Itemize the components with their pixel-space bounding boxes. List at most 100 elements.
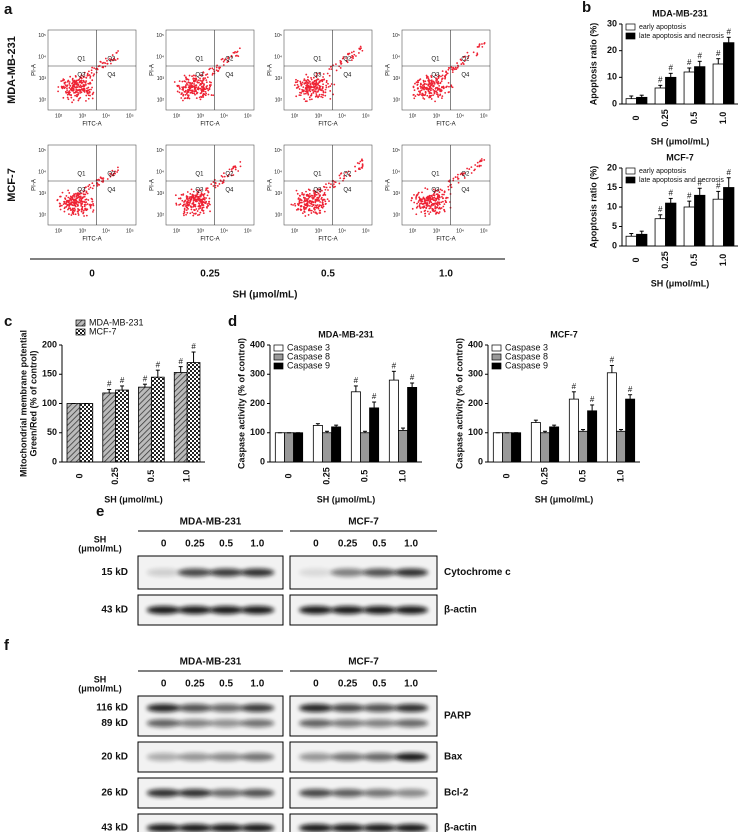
event-dot (295, 208, 298, 211)
dose-label: 0.25 (185, 539, 205, 550)
quadrant-label: Q1 (431, 56, 440, 62)
bar (312, 425, 323, 463)
event-dot (206, 187, 209, 190)
event-dot (432, 84, 434, 87)
event-dot (320, 95, 323, 98)
event-dot (317, 192, 320, 195)
event-dot (438, 194, 440, 197)
event-dot (294, 204, 297, 207)
event-dot (310, 85, 312, 88)
dose-label: 0 (313, 539, 319, 550)
event-dot (66, 204, 69, 207)
event-dot (319, 212, 322, 214)
size-label: 26 kD (101, 788, 128, 799)
event-dot (202, 71, 205, 74)
event-dot (196, 87, 199, 90)
event-dot (202, 93, 205, 96)
event-dot (201, 198, 204, 201)
size-label: 116 kD (96, 703, 128, 714)
event-dot (345, 59, 348, 62)
event-dot (305, 79, 307, 82)
event-dot (92, 184, 95, 187)
event-dot (325, 183, 327, 186)
event-dot (418, 204, 421, 207)
dose-label: 0.5 (321, 269, 335, 280)
event-dot (74, 213, 77, 216)
dose-label: 0 (161, 679, 167, 690)
quadrant-label: Q1 (313, 56, 322, 62)
y-tick-label: 10⁵ (392, 33, 400, 39)
y-tick-label: 20 (607, 45, 617, 55)
event-dot (350, 59, 353, 62)
plot-frame (283, 144, 373, 226)
event-dot (439, 81, 442, 84)
event-dot (441, 74, 444, 77)
event-dot (415, 197, 417, 200)
event-dot (461, 61, 464, 64)
y-axis-label: PI-A (386, 64, 392, 76)
event-dot (413, 193, 415, 196)
dose-label: 0.5 (372, 679, 386, 690)
event-dot (339, 177, 342, 180)
event-dot (314, 95, 317, 98)
event-dot (77, 212, 80, 215)
event-dot (437, 96, 440, 98)
bar (694, 66, 706, 105)
event-dot (80, 192, 83, 195)
event-dot (300, 83, 302, 85)
event-dot (315, 84, 318, 86)
event-dot (303, 208, 306, 211)
event-dot (303, 92, 306, 95)
event-dot (339, 59, 342, 62)
event-dot (193, 92, 196, 95)
x-tick-label: 0.25 (660, 109, 670, 127)
plot-frame (401, 29, 491, 111)
event-dot (317, 96, 319, 99)
event-dot (418, 79, 421, 82)
event-dot (320, 206, 323, 209)
group-label: MDA-MB-231 (180, 657, 242, 668)
event-dot (199, 74, 202, 77)
event-dot (438, 201, 441, 204)
event-dot (422, 196, 425, 199)
event-dot (410, 199, 413, 202)
event-dot (305, 90, 308, 93)
event-dot (347, 53, 350, 56)
event-dot (307, 82, 310, 84)
event-dot (310, 92, 313, 95)
event-dot (84, 198, 87, 201)
event-dot (189, 89, 192, 92)
bar (665, 202, 677, 247)
event-dot (303, 200, 305, 203)
event-dot (312, 91, 315, 94)
event-dot (115, 51, 118, 54)
event-dot (189, 212, 192, 215)
event-dot (457, 181, 460, 184)
quadrant-label: Q3 (431, 187, 440, 193)
x-axis-label: FITC-A (200, 237, 219, 243)
x-axis-label: FITC-A (318, 237, 337, 243)
x-tick-label: 10³ (433, 228, 441, 234)
y-tick-label: 50 (47, 427, 57, 437)
event-dot (308, 193, 311, 195)
event-dot (70, 96, 73, 99)
event-dot (187, 199, 190, 202)
event-dot (76, 197, 79, 199)
event-dot (73, 83, 76, 86)
x-tick-label: 0.5 (689, 112, 699, 125)
bar (150, 376, 165, 463)
event-dot (206, 76, 209, 79)
event-dot (80, 204, 83, 207)
band (362, 824, 397, 832)
event-dot (314, 211, 317, 214)
event-dot (434, 189, 437, 192)
event-dot (318, 86, 321, 89)
band (240, 789, 275, 797)
event-dot (111, 169, 114, 172)
event-dot (111, 54, 114, 56)
event-dot (304, 199, 306, 202)
event-dot (183, 207, 186, 210)
event-dot (325, 186, 328, 189)
event-dot (481, 46, 484, 48)
legend-swatch (625, 23, 636, 31)
